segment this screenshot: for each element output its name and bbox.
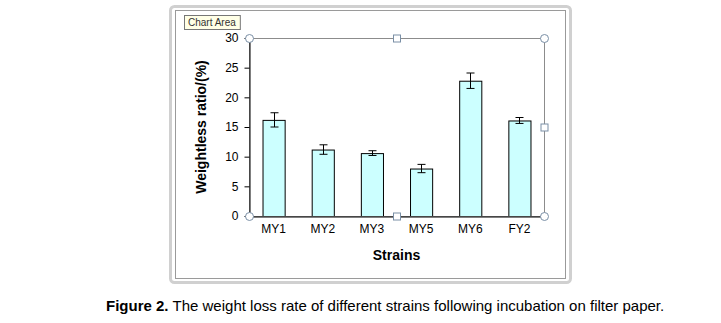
x-tick: MY6 — [458, 217, 483, 237]
side-handle — [394, 35, 401, 42]
corner-handle — [541, 35, 549, 43]
y-tick: 20 — [225, 91, 249, 105]
caption-label: Figure 2. — [106, 297, 169, 314]
y-tick-mark — [245, 127, 250, 128]
y-axis: 0 5 10 15 20 25 30 — [225, 31, 250, 223]
y-tick-label: 30 — [225, 31, 239, 45]
plot-area — [250, 39, 545, 217]
error-bar-line — [271, 127, 279, 128]
side-handle — [394, 213, 401, 220]
error-bar-line — [369, 150, 377, 151]
x-tick: MY5 — [409, 217, 434, 237]
error-bar-line — [516, 117, 524, 118]
side-handle — [541, 124, 548, 131]
caption: Figure 2.The weight loss rate of differe… — [106, 297, 664, 314]
y-tick-label: 20 — [225, 91, 239, 105]
y-tick-mark — [245, 97, 250, 98]
outer-frame — [171, 7, 571, 283]
error-bar-line — [323, 145, 324, 154]
error-bar-line — [470, 73, 471, 88]
error-bar-line — [418, 172, 426, 173]
x-tick: MY2 — [310, 217, 335, 237]
x-tick-label: MY5 — [409, 222, 434, 236]
tooltip: Chart Area — [185, 16, 241, 30]
error-bar — [369, 151, 377, 156]
bar — [312, 150, 334, 216]
corner-handle — [246, 35, 254, 43]
error-bar-line — [274, 113, 275, 127]
corner-handle — [541, 213, 549, 221]
x-tick: MY3 — [360, 217, 385, 237]
y-tick-mark — [245, 157, 250, 158]
error-bar-line — [421, 164, 422, 172]
y-tick: 15 — [225, 120, 249, 134]
error-bar — [516, 118, 524, 124]
y-tick-label: 15 — [225, 120, 239, 134]
bar — [411, 169, 433, 216]
error-bar-line — [467, 88, 475, 89]
selection-handles — [246, 35, 549, 221]
error-bar-line — [519, 118, 520, 124]
y-tick: 10 — [225, 150, 249, 164]
error-bar — [467, 73, 475, 88]
y-tick-mark — [245, 186, 250, 187]
error-bar-line — [418, 164, 426, 165]
bar — [361, 154, 383, 216]
bar — [509, 121, 531, 216]
y-tick-label: 25 — [225, 61, 239, 75]
chart-svg: 0 5 10 15 20 25 30 MY1 MY2 MY3 MY5 MY6 FY2 Strains Wei… — [0, 0, 721, 323]
error-bar — [271, 113, 279, 127]
bar — [263, 120, 285, 216]
x-tick-label: FY2 — [508, 222, 530, 236]
y-tick-label: 0 — [232, 209, 239, 223]
x-axis-title: Strains — [373, 247, 421, 263]
y-tick: 5 — [232, 180, 250, 194]
error-bar-line — [516, 123, 524, 124]
chart-area — [176, 11, 566, 279]
y-axis-title: Weightless ratio/(%) — [193, 60, 209, 194]
error-bar-line — [467, 73, 475, 74]
x-tick: MY1 — [261, 217, 286, 237]
tooltip-text: Chart Area — [188, 17, 236, 28]
y-tick-label: 10 — [225, 150, 239, 164]
marks — [263, 73, 531, 216]
caption-text: The weight loss rate of different strain… — [173, 297, 665, 314]
error-bar-line — [372, 151, 373, 156]
error-bar — [418, 164, 426, 172]
error-bar-line — [271, 112, 279, 113]
x-tick-label: MY6 — [458, 222, 483, 236]
tooltip-box — [185, 16, 241, 30]
y-axis-line — [250, 39, 251, 217]
x-tick-label: MY3 — [360, 222, 385, 236]
x-tick: FY2 — [508, 217, 530, 237]
error-bar — [320, 145, 328, 154]
y-tick-mark — [245, 68, 250, 69]
error-bar-line — [320, 144, 328, 145]
error-bar-line — [369, 155, 377, 156]
x-tick-label: MY1 — [261, 222, 286, 236]
y-tick: 25 — [225, 61, 249, 75]
x-tick-label: MY2 — [310, 222, 335, 236]
y-tick-label: 5 — [232, 180, 239, 194]
corner-handle — [246, 213, 254, 221]
bar — [460, 81, 482, 216]
error-bar-line — [320, 154, 328, 155]
